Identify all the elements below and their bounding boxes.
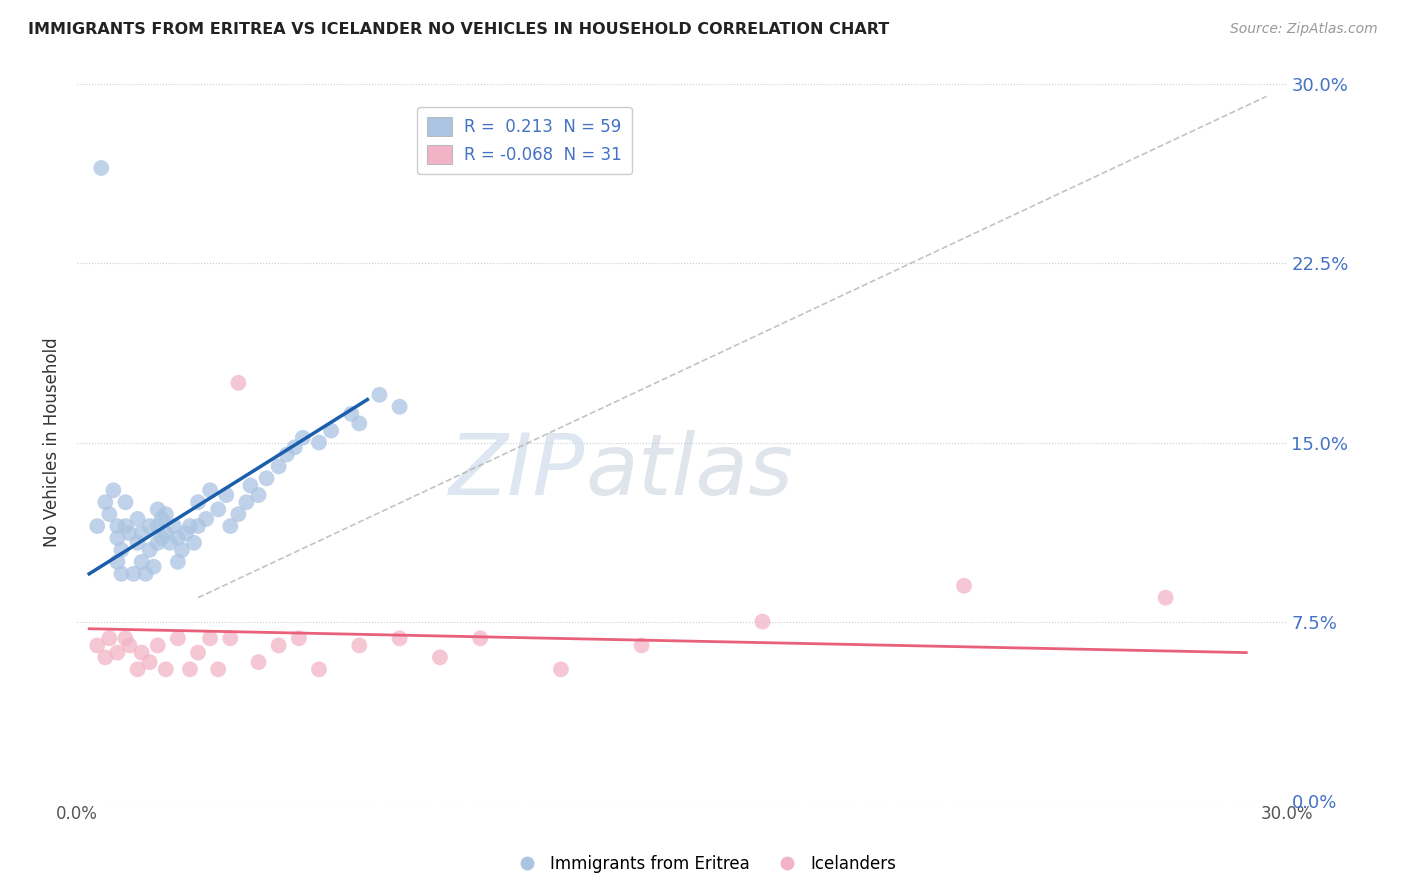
Point — [118, 639, 141, 653]
Point — [349, 639, 371, 653]
Point — [127, 536, 149, 550]
Point — [138, 655, 160, 669]
Point — [470, 632, 492, 646]
Point — [94, 650, 117, 665]
Point — [198, 483, 221, 498]
Point — [86, 639, 108, 653]
Point — [1154, 591, 1177, 605]
Point — [146, 502, 169, 516]
Point — [150, 512, 173, 526]
Point — [247, 655, 270, 669]
Point — [159, 536, 181, 550]
Point — [291, 431, 314, 445]
Point — [142, 559, 165, 574]
Point — [288, 632, 311, 646]
Point — [98, 507, 121, 521]
Point — [98, 632, 121, 646]
Point — [138, 519, 160, 533]
Point — [114, 632, 136, 646]
Point — [118, 526, 141, 541]
Point — [138, 543, 160, 558]
Point — [187, 646, 209, 660]
Point — [340, 407, 363, 421]
Point — [146, 536, 169, 550]
Point — [308, 662, 330, 676]
Point — [429, 650, 451, 665]
Point — [179, 662, 201, 676]
Point — [550, 662, 572, 676]
Point — [114, 519, 136, 533]
Y-axis label: No Vehicles in Household: No Vehicles in Household — [44, 338, 60, 548]
Point — [235, 495, 257, 509]
Point — [247, 488, 270, 502]
Point — [256, 471, 278, 485]
Point — [187, 495, 209, 509]
Point — [368, 388, 391, 402]
Point — [127, 662, 149, 676]
Point — [155, 507, 177, 521]
Point — [267, 639, 290, 653]
Point — [228, 507, 250, 521]
Point — [228, 376, 250, 390]
Point — [207, 662, 229, 676]
Point — [107, 531, 129, 545]
Point — [953, 579, 976, 593]
Point — [170, 543, 193, 558]
Point — [239, 478, 262, 492]
Point — [110, 566, 132, 581]
Point — [174, 526, 197, 541]
Legend: R =  0.213  N = 59, R = -0.068  N = 31: R = 0.213 N = 59, R = -0.068 N = 31 — [418, 107, 631, 174]
Point — [215, 488, 238, 502]
Point — [308, 435, 330, 450]
Point — [107, 555, 129, 569]
Point — [319, 424, 342, 438]
Point — [146, 639, 169, 653]
Point — [195, 512, 218, 526]
Point — [349, 417, 371, 431]
Point — [135, 566, 157, 581]
Text: atlas: atlas — [585, 430, 793, 513]
Point — [388, 632, 411, 646]
Text: Source: ZipAtlas.com: Source: ZipAtlas.com — [1230, 22, 1378, 37]
Point — [219, 632, 242, 646]
Point — [388, 400, 411, 414]
Point — [122, 566, 145, 581]
Point — [284, 440, 307, 454]
Point — [131, 555, 153, 569]
Point — [146, 519, 169, 533]
Point — [107, 646, 129, 660]
Text: IMMIGRANTS FROM ERITREA VS ICELANDER NO VEHICLES IN HOUSEHOLD CORRELATION CHART: IMMIGRANTS FROM ERITREA VS ICELANDER NO … — [28, 22, 890, 37]
Point — [90, 161, 112, 175]
Point — [167, 555, 190, 569]
Point — [163, 519, 186, 533]
Point — [114, 495, 136, 509]
Point — [155, 526, 177, 541]
Point — [187, 519, 209, 533]
Point — [167, 632, 190, 646]
Point — [107, 519, 129, 533]
Point — [155, 662, 177, 676]
Point — [131, 646, 153, 660]
Legend: Immigrants from Eritrea, Icelanders: Immigrants from Eritrea, Icelanders — [503, 848, 903, 880]
Point — [150, 531, 173, 545]
Point — [179, 519, 201, 533]
Point — [276, 447, 298, 461]
Point — [110, 543, 132, 558]
Point — [183, 536, 205, 550]
Point — [630, 639, 652, 653]
Point — [207, 502, 229, 516]
Point — [198, 632, 221, 646]
Point — [131, 526, 153, 541]
Point — [86, 519, 108, 533]
Point — [219, 519, 242, 533]
Point — [94, 495, 117, 509]
Point — [127, 512, 149, 526]
Point — [167, 531, 190, 545]
Point — [751, 615, 773, 629]
Point — [103, 483, 125, 498]
Point — [267, 459, 290, 474]
Text: ZIP: ZIP — [449, 430, 585, 513]
